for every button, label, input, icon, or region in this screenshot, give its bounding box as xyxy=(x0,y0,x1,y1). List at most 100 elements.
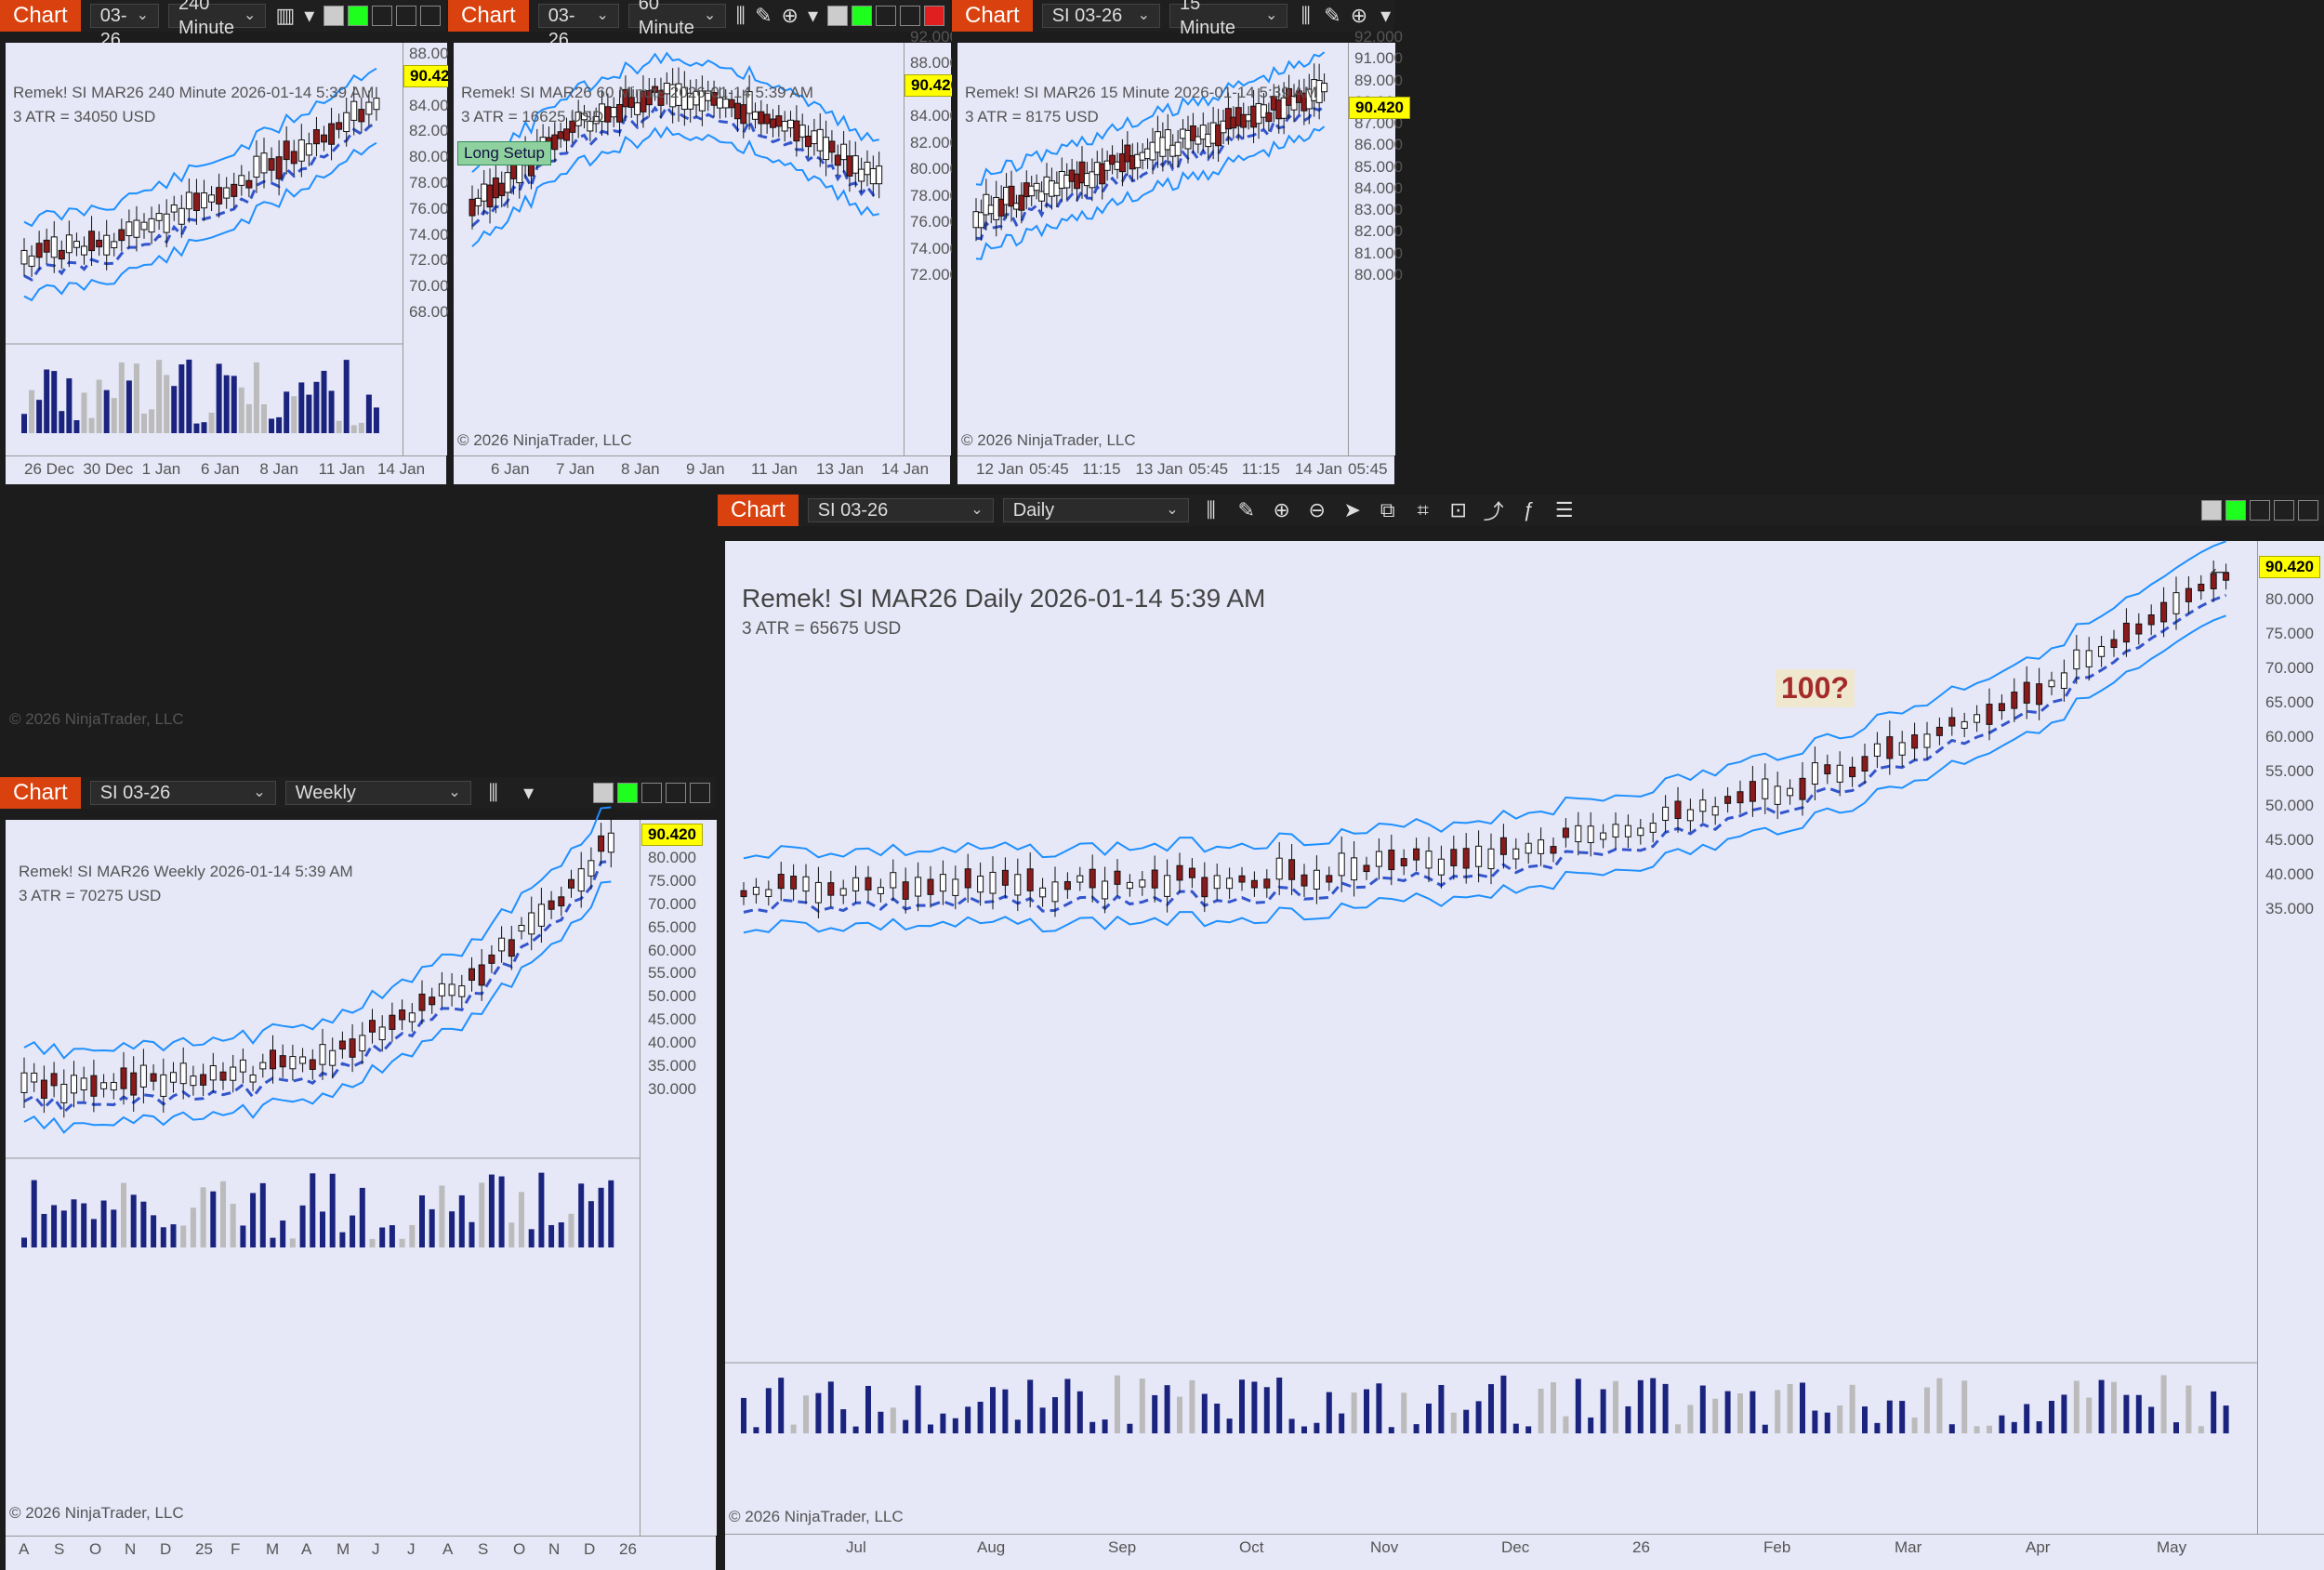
data-box-icon[interactable]: ⧉ xyxy=(1380,498,1395,521)
candle xyxy=(537,904,545,927)
indicator-bar xyxy=(100,1200,107,1247)
candle xyxy=(802,876,810,892)
indicator-bar xyxy=(865,1385,871,1433)
minimize-button[interactable] xyxy=(876,6,896,26)
minimize-button[interactable] xyxy=(2250,500,2270,521)
price-axis[interactable]: 88.00086.00084.00082.00080.00078.00076.0… xyxy=(403,43,457,455)
candle xyxy=(588,860,595,877)
minimize-button[interactable] xyxy=(372,6,393,26)
candle xyxy=(100,1082,108,1089)
zoom-in-icon[interactable]: ⊕ xyxy=(781,4,799,27)
link-color-button[interactable] xyxy=(348,6,369,26)
bar-type-icon[interactable]: ⫼ xyxy=(1206,498,1216,521)
link-button[interactable] xyxy=(2201,500,2222,521)
link-button[interactable] xyxy=(593,783,614,803)
candle xyxy=(309,1059,316,1070)
interval-selector[interactable]: Weekly ⌄ xyxy=(284,781,471,805)
time-axis[interactable]: 12 Jan 05:45 11:15 13 Jan 05:45 11:15 14 Jan 05… xyxy=(957,455,1394,484)
indicator-bar xyxy=(1214,1403,1221,1433)
dropdown-icon[interactable]: ▾ xyxy=(1380,4,1392,27)
time-axis[interactable]: 26 Dec 30 Dec 1 Jan 6 Jan 8 Jan 11 Jan 14 Jan xyxy=(6,455,446,484)
maximize-button[interactable] xyxy=(666,783,686,803)
link-color-button[interactable] xyxy=(617,783,638,803)
close-button[interactable] xyxy=(2298,500,2318,521)
instrument-selector[interactable]: SI 03-26⌄ xyxy=(89,0,159,50)
snapshot-icon[interactable]: ⊡ xyxy=(1449,498,1467,521)
indicator-bar xyxy=(1089,1421,1096,1433)
back-arrow-icon[interactable]: ← xyxy=(2205,550,2235,584)
interval-selector[interactable]: 60 Minute ⌄ xyxy=(627,0,727,38)
dropdown-icon[interactable]: ▾ xyxy=(523,781,535,804)
indicator-bar xyxy=(1911,1417,1918,1433)
interval-selector[interactable]: 240 Minute ⌄ xyxy=(168,0,267,38)
candle xyxy=(758,111,765,125)
upper-band-line xyxy=(471,51,879,173)
price-panel[interactable]: Remek! SI MAR26 60 Minute 2026-01-14 5:3… xyxy=(454,43,904,455)
candle xyxy=(518,925,525,932)
maximize-button[interactable] xyxy=(900,6,920,26)
pointer-icon[interactable]: ➤ xyxy=(1343,498,1361,521)
close-button[interactable] xyxy=(690,783,710,803)
bar-type-icon[interactable]: ⫼ xyxy=(1301,4,1311,27)
indicator-bar xyxy=(339,1232,346,1247)
indicator-bar xyxy=(1127,1423,1133,1433)
candle xyxy=(170,1072,177,1083)
close-button[interactable] xyxy=(924,6,944,26)
candle xyxy=(834,154,841,166)
zoom-out-icon[interactable]: ⊖ xyxy=(1308,498,1326,521)
zoom-in-icon[interactable]: ⊕ xyxy=(1350,4,1368,27)
candle xyxy=(369,1020,376,1033)
time-axis[interactable]: A S O N D 25 F M A M J J A S O N D 26 xyxy=(6,1536,716,1570)
candle xyxy=(365,101,373,115)
price-axis[interactable]: 92.00088.00086.00084.00082.00080.00078.0… xyxy=(904,28,958,455)
pencil-icon[interactable]: ✎ xyxy=(755,4,772,27)
dropdown-icon[interactable]: ▾ xyxy=(807,4,818,27)
instrument-selector[interactable]: SI 03-26⌄ xyxy=(807,498,994,522)
indicator-bar xyxy=(1724,1391,1731,1433)
annotation-text[interactable]: 100? xyxy=(1776,669,1855,707)
link-color-button[interactable] xyxy=(852,6,872,26)
zoom-in-icon[interactable]: ⊕ xyxy=(1273,498,1290,521)
maximize-button[interactable] xyxy=(396,6,417,26)
indicator-bar xyxy=(1263,1387,1270,1433)
x-tick-label: 11 Jan xyxy=(751,460,798,478)
bar-type-icon[interactable]: ⫼ xyxy=(735,4,746,27)
minimize-button[interactable] xyxy=(641,783,662,803)
indicator-bar xyxy=(149,409,155,433)
properties-icon[interactable]: ☰ xyxy=(1554,498,1574,521)
indicator-bar xyxy=(373,407,379,433)
strategy-icon[interactable]: ⤴ xyxy=(1483,500,1504,523)
maximize-button[interactable] xyxy=(2274,500,2294,521)
dropdown-icon[interactable]: ▾ xyxy=(304,4,315,27)
time-axis[interactable]: 6 Jan 7 Jan 8 Jan 9 Jan 11 Jan 13 Jan 14 Jan xyxy=(454,455,950,484)
price-axis[interactable]: 85.00080.00075.00070.00065.00060.00055.0… xyxy=(640,820,717,1536)
drawing-tools-icon[interactable]: ⌗ xyxy=(1417,498,1429,521)
indicators-icon[interactable]: ƒ xyxy=(1523,498,1535,521)
instrument-selector[interactable]: SI 03-26⌄ xyxy=(537,0,619,50)
link-color-button[interactable] xyxy=(2225,500,2246,521)
interval-selector[interactable]: 15 Minute ⌄ xyxy=(1169,0,1288,38)
candle xyxy=(103,234,111,256)
link-button[interactable] xyxy=(324,6,345,26)
close-button[interactable] xyxy=(420,6,442,26)
candle xyxy=(35,243,43,258)
instrument-selector[interactable]: SI 03-26⌄ xyxy=(1041,4,1161,28)
pencil-icon[interactable]: ✎ xyxy=(1324,4,1341,27)
price-panel[interactable]: Remek! SI MAR26 15 Minute 2026-01-14 5:3… xyxy=(957,43,1348,455)
price-panel[interactable]: Remek! SI MAR26 240 Minute 2026-01-14 5:… xyxy=(6,43,403,455)
interval-selector[interactable]: Daily ⌄ xyxy=(1002,498,1189,522)
price-panel[interactable]: Remek! SI MAR26 Daily 2026-01-14 5:39 AM… xyxy=(725,540,2257,1534)
link-button[interactable] xyxy=(827,6,848,26)
instrument-selector[interactable]: SI 03-26⌄ xyxy=(89,781,276,805)
candle xyxy=(179,1062,187,1085)
price-axis[interactable]: 85.00080.00075.00070.00065.00060.00055.0… xyxy=(2257,541,2324,1534)
time-axis[interactable]: Jul Aug Sep Oct Nov Dec 26 Feb Mar Apr May xyxy=(725,1534,2324,1570)
price-panel[interactable]: Remek! SI MAR26 Weekly 2026-01-14 5:39 A… xyxy=(6,806,640,1536)
candle xyxy=(814,881,822,904)
pencil-icon[interactable]: ✎ xyxy=(1237,498,1255,521)
candle xyxy=(558,896,565,907)
x-tick-label: F xyxy=(231,1540,241,1558)
bar-type-icon[interactable]: ▥ xyxy=(275,4,296,27)
chart-header: Remek! SI MAR26 60 Minute 2026-01-14 5:3… xyxy=(461,84,813,101)
bar-type-icon[interactable]: ⫼ xyxy=(488,781,498,804)
